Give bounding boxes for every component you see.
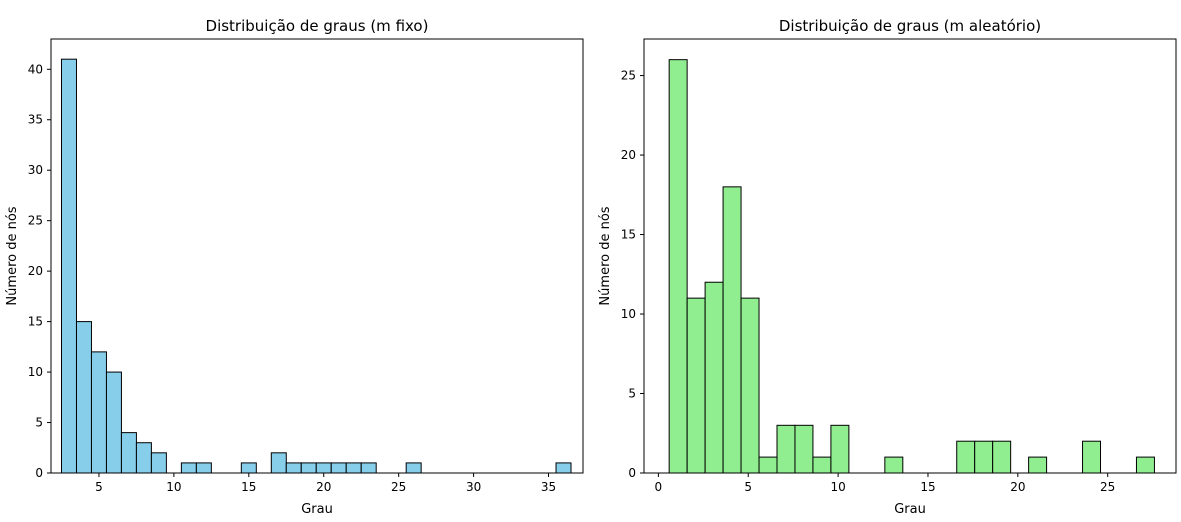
histogram-bar bbox=[704, 281, 724, 474]
histogram-bar bbox=[1082, 440, 1102, 474]
y-tick-label: 5 bbox=[35, 416, 43, 430]
histogram-bar bbox=[120, 432, 137, 474]
histogram-bar bbox=[240, 462, 257, 474]
chart-random-m: Distribuição de graus (m aleatório) Grau… bbox=[598, 17, 1177, 517]
x-tick-label: 5 bbox=[744, 480, 752, 494]
y-tick-label: 0 bbox=[628, 466, 636, 480]
histogram-bar bbox=[992, 440, 1012, 474]
x-ticks: 0 5 10 15 20 25 bbox=[655, 473, 1115, 494]
chart-title: Distribuição de graus (m fixo) bbox=[206, 17, 429, 35]
y-axis-label: Número de nós bbox=[5, 206, 20, 305]
x-tick-label: 20 bbox=[316, 480, 331, 494]
y-ticks: 0 5 10 15 20 25 bbox=[621, 69, 644, 480]
y-tick-label: 40 bbox=[28, 62, 43, 76]
histogram-bar bbox=[195, 462, 212, 474]
x-tick-label: 15 bbox=[241, 480, 256, 494]
chart-title: Distribuição de graus (m aleatório) bbox=[779, 17, 1041, 35]
histogram-bar bbox=[1135, 456, 1155, 474]
histogram-bar bbox=[776, 424, 796, 474]
histogram-bar bbox=[740, 297, 760, 474]
histogram-bar bbox=[180, 462, 197, 474]
y-tick-label: 10 bbox=[621, 307, 636, 321]
bar-group bbox=[60, 58, 572, 474]
x-tick-label: 20 bbox=[1010, 480, 1025, 494]
histogram-bar bbox=[686, 297, 706, 474]
histogram-bar bbox=[315, 462, 332, 474]
histogram-bar bbox=[345, 462, 362, 474]
histogram-bar bbox=[330, 462, 347, 474]
plot-frame bbox=[643, 38, 1177, 474]
x-axis-label: Grau bbox=[301, 502, 333, 517]
histogram-bar bbox=[830, 424, 850, 474]
histogram-bar bbox=[884, 456, 904, 474]
histogram-bar bbox=[60, 58, 77, 474]
histogram-bar bbox=[75, 321, 92, 474]
x-tick-label: 10 bbox=[830, 480, 845, 494]
histogram-bar bbox=[270, 452, 287, 474]
x-tick-label: 30 bbox=[466, 480, 481, 494]
histogram-bar bbox=[105, 371, 122, 474]
histogram-bar bbox=[360, 462, 377, 474]
y-tick-label: 30 bbox=[28, 163, 43, 177]
histogram-bar bbox=[722, 186, 742, 474]
histogram-bar bbox=[812, 456, 832, 474]
histogram-bar bbox=[300, 462, 317, 474]
y-tick-label: 35 bbox=[28, 113, 43, 127]
y-axis-label: Número de nós bbox=[598, 206, 613, 305]
chart-fixed-m: Distribuição de graus (m fixo) Grau Núme… bbox=[5, 17, 584, 517]
x-tick-label: 10 bbox=[166, 480, 181, 494]
histogram-bar bbox=[135, 442, 152, 474]
plot-frame bbox=[50, 38, 584, 474]
y-tick-label: 10 bbox=[28, 365, 43, 379]
histogram-bar bbox=[555, 462, 572, 474]
histogram-bar bbox=[405, 462, 422, 474]
histogram-bar bbox=[668, 59, 688, 474]
histogram-bar bbox=[974, 440, 994, 474]
x-tick-label: 25 bbox=[1100, 480, 1115, 494]
y-tick-label: 15 bbox=[28, 315, 43, 329]
histogram-bar bbox=[90, 351, 107, 474]
y-tick-label: 20 bbox=[28, 264, 43, 278]
histogram-bar bbox=[794, 424, 814, 474]
y-tick-label: 25 bbox=[28, 214, 43, 228]
y-tick-label: 15 bbox=[621, 228, 636, 242]
y-tick-label: 0 bbox=[35, 466, 43, 480]
x-ticks: 5 10 15 20 25 30 35 bbox=[95, 473, 556, 494]
histogram-bar bbox=[1028, 456, 1048, 474]
histogram-bar bbox=[150, 452, 167, 474]
x-axis-label: Grau bbox=[894, 502, 926, 517]
histogram-bar bbox=[285, 462, 302, 474]
x-tick-label: 0 bbox=[655, 480, 663, 494]
x-tick-label: 15 bbox=[920, 480, 935, 494]
histogram-bar bbox=[758, 456, 778, 474]
x-tick-label: 25 bbox=[391, 480, 406, 494]
y-ticks: 0 5 10 15 20 25 30 35 40 bbox=[28, 62, 51, 480]
y-tick-label: 5 bbox=[628, 387, 636, 401]
x-tick-label: 5 bbox=[95, 480, 103, 494]
y-tick-label: 25 bbox=[621, 69, 636, 83]
y-tick-label: 20 bbox=[621, 148, 636, 162]
x-tick-label: 35 bbox=[541, 480, 556, 494]
bar-group bbox=[668, 59, 1155, 474]
histogram-bar bbox=[956, 440, 976, 474]
